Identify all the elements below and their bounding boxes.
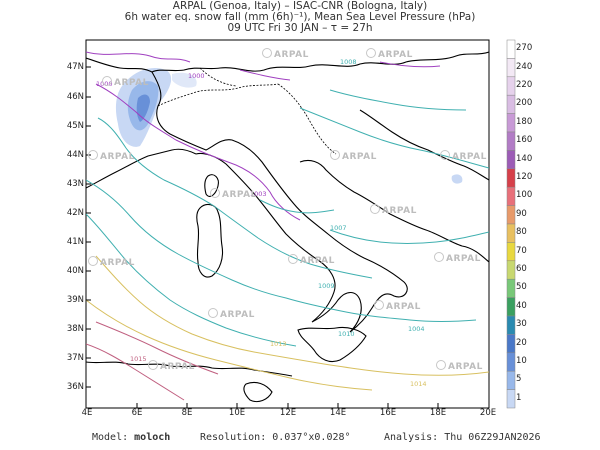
arpal-watermark: ARPAL [208, 308, 255, 320]
lat-label: 43N [66, 179, 84, 189]
arpal-watermark: ARPAL [262, 48, 309, 60]
colorbar-swatch [506, 389, 516, 409]
colorbar-level-label: 180 [516, 116, 533, 127]
colorbar-swatch [506, 58, 516, 78]
title-line-2: 6h water eq. snow fall (mm (6h)⁻¹), Mean… [124, 11, 476, 23]
lat-label: 41N [66, 237, 84, 247]
colorbar-swatch [506, 315, 516, 335]
arpal-watermark: ARPAL [366, 48, 413, 60]
arpal-watermark: ARPAL [210, 188, 257, 200]
lon-label: 18E [429, 408, 447, 418]
colorbar-level-label: 30 [516, 319, 527, 330]
colorbar-level-label: 220 [516, 80, 533, 90]
isobar-label: 1013 [270, 340, 287, 348]
colorbar-level-label: 70 [516, 245, 527, 256]
lat-label: 40N [66, 266, 84, 276]
lon-label: 14E [329, 408, 347, 418]
colorbar-level-label: 200 [516, 98, 533, 109]
isobar-label: 1004 [408, 325, 425, 333]
colorbar-level-label: 240 [516, 61, 533, 72]
borders [157, 67, 337, 155]
arpal-watermark: ARPAL [148, 360, 195, 372]
lon-label: 10E [228, 408, 246, 418]
colorbar-swatch [506, 223, 516, 243]
colorbar-level-label: 20 [516, 337, 527, 348]
colorbar-swatch [506, 94, 516, 114]
colorbar-swatch [506, 113, 516, 133]
arpal-watermark: ARPAL [440, 150, 487, 162]
colorbar-level-label: 90 [516, 208, 527, 219]
arpal-watermark: ARPAL [370, 204, 417, 216]
colorbar-swatch [506, 370, 516, 390]
colorbar-level-label: 50 [516, 282, 527, 293]
coastlines [86, 51, 489, 403]
colorbar [506, 39, 516, 409]
title-line-1: ARPAL (Genoa, Italy) – ISAC-CNR (Bologna… [172, 0, 428, 12]
colorbar-swatch [506, 297, 516, 317]
colorbar-level-label: 270 [516, 43, 533, 54]
colorbar-swatch [506, 278, 516, 298]
lon-label: 8E [181, 408, 193, 418]
lon-label: 20E [479, 408, 497, 418]
footer-model: Model: moloch [92, 432, 171, 443]
isobar-label: 1008 [340, 58, 357, 66]
lat-label: 45N [66, 121, 84, 131]
colorbar-swatch [506, 334, 516, 354]
colorbar-level-label: 5 [516, 374, 522, 385]
lat-label: 38N [66, 324, 84, 334]
lat-label: 36N [66, 382, 84, 392]
isobar-label: 1010 [338, 330, 355, 338]
colorbar-swatch [506, 242, 516, 262]
colorbar-level-label: 100 [516, 190, 533, 201]
isobar-label: 1014 [410, 380, 427, 388]
colorbar-swatch [506, 131, 516, 151]
lon-label: 16E [379, 408, 397, 418]
lon-label: 12E [279, 408, 297, 418]
arpal-watermark: ARPAL [330, 150, 377, 162]
arpal-watermark: ARPAL [434, 252, 481, 264]
arpal-watermark: ARPAL [88, 150, 135, 162]
colorbar-swatch [506, 168, 516, 188]
colorbar-level-label: 1 [516, 392, 522, 403]
arpal-watermark: ARPAL [88, 256, 135, 268]
lon-label: 4E [81, 408, 93, 418]
isobars [86, 51, 489, 401]
arpal-watermark: ARPAL [374, 300, 421, 312]
colorbar-level-label: 60 [516, 264, 527, 274]
colorbar-level-label: 120 [516, 172, 533, 182]
footer-analysis: Analysis: Thu 06Z29JAN2026 [384, 432, 541, 443]
isobar-label: 1007 [330, 224, 347, 232]
title-line-3: 09 UTC Fri 30 JAN – τ = 27h [227, 22, 373, 34]
colorbar-swatch [506, 205, 516, 225]
colorbar-level-label: 140 [516, 153, 533, 164]
colorbar-level-label: 160 [516, 135, 533, 146]
lat-label: 37N [66, 353, 84, 363]
arpal-watermark: ARPAL [102, 76, 149, 88]
lat-label: 42N [66, 208, 84, 218]
colorbar-swatch [506, 186, 516, 206]
colorbar-level-label: 80 [516, 227, 527, 238]
isobar-label: 1003 [250, 190, 267, 198]
isobar-label: 1009 [318, 282, 335, 290]
lat-label: 39N [66, 295, 84, 305]
lat-label: 47N [66, 62, 84, 72]
lat-label: 46N [66, 92, 84, 102]
isobar-label: 1015 [130, 355, 147, 363]
colorbar-swatch [506, 260, 516, 280]
colorbar-swatch [506, 150, 516, 170]
arpal-watermark: ARPAL [436, 360, 483, 372]
frame-ticks [86, 66, 439, 408]
arpal-watermark: ARPAL [288, 254, 335, 266]
colorbar-swatch [506, 352, 516, 372]
isobar-label: 1000 [188, 72, 205, 80]
colorbar-swatch [506, 39, 516, 59]
colorbar-level-label: 40 [516, 300, 527, 311]
colorbar-level-label: 10 [516, 356, 527, 366]
footer-resolution: Resolution: 0.037°x0.028° [200, 432, 351, 443]
lat-label: 44N [66, 150, 84, 160]
lon-label: 6E [131, 408, 143, 418]
colorbar-swatch [506, 76, 516, 96]
